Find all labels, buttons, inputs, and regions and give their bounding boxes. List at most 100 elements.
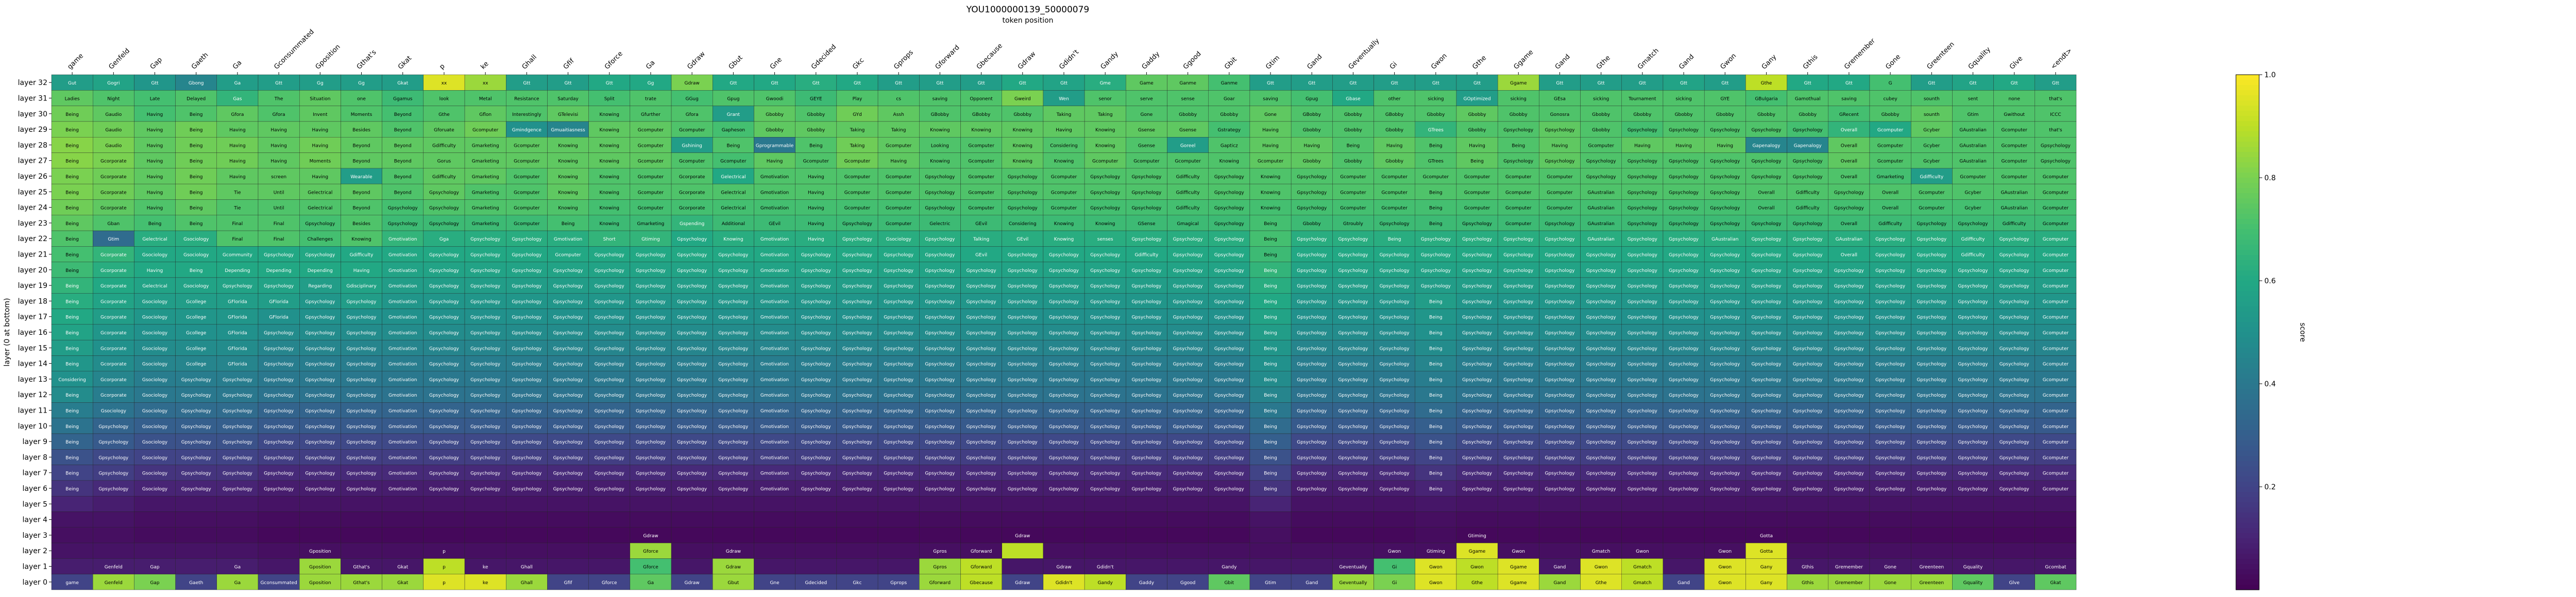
cell-label: Gpsychology — [429, 424, 460, 430]
heatmap-cell — [1167, 106, 1209, 122]
cell-label: Gpsychology — [1297, 378, 1327, 383]
cell-label: Knowing — [723, 237, 743, 242]
cell-label: Gmotivation — [760, 175, 789, 180]
cell-label: Gapheson — [722, 128, 745, 133]
cell-label: Gpsychology — [264, 362, 294, 367]
cell-label: Gmotivation — [388, 393, 417, 398]
cell-label: Gpsychology — [1462, 455, 1493, 460]
cell-label: Having — [353, 268, 370, 274]
cell-label: GBobby — [931, 112, 950, 117]
cell-label: Gpsychology — [470, 487, 501, 492]
cell-label: Taking — [1056, 112, 1072, 117]
cell-label: Gpsychology — [1958, 299, 1989, 304]
cell-label: Gpsychology — [1090, 331, 1121, 336]
heatmap-cell — [216, 121, 259, 138]
cell-label: Gpsychology — [553, 440, 584, 445]
heatmap-cell — [1952, 106, 1994, 122]
heatmap-cell — [1126, 215, 1167, 231]
cell-label: Gpsychology — [1545, 221, 1575, 227]
cell-label: Gpsychology — [512, 393, 542, 398]
cell-label: Gcollege — [186, 299, 207, 304]
heatmap-cell — [630, 106, 672, 122]
y-tick-label: layer 18 — [18, 297, 47, 305]
x-tick-label: Gaddy — [1141, 50, 1162, 71]
cell-label: screen — [271, 175, 286, 180]
heatmap-cell — [1043, 215, 1085, 231]
cell-label: Gpsychology — [1793, 128, 1823, 133]
cell-label: Gpsychology — [967, 268, 997, 274]
cell-label: Gpsychology — [1297, 440, 1327, 445]
cell-label: Gcyber — [1923, 128, 1940, 133]
heatmap-cell — [713, 74, 754, 91]
cell-label: Gthat's — [353, 581, 370, 586]
cell-label: Gpsychology — [1586, 252, 1617, 258]
heatmap-cell — [1580, 527, 1622, 543]
cell-label: Being — [65, 393, 79, 398]
cell-label: Being — [1264, 252, 1277, 258]
y-tick-label: layer 23 — [18, 219, 47, 228]
heatmap-cell — [588, 558, 631, 574]
cell-label: Having — [890, 159, 907, 164]
cell-label: Gpsychology — [1834, 487, 1865, 492]
heatmap-cell — [1787, 90, 1828, 106]
cell-label: Gpsychology — [1752, 487, 1782, 492]
cell-label: Gpsychology — [967, 362, 997, 367]
heatmap-cell — [1415, 106, 1457, 122]
heatmap-cell — [919, 90, 961, 106]
cell-label: Gmotivation — [388, 315, 417, 320]
cell-label: Gpsychology — [967, 299, 997, 304]
cell-label: Gpsychology — [636, 299, 666, 304]
heatmap-cell — [258, 137, 300, 153]
cell-label: Gcomputer — [679, 159, 705, 164]
cell-label: Gcomputer — [2043, 237, 2069, 242]
heatmap-cell — [1787, 542, 1828, 559]
cell-label: Ggood — [1180, 581, 1195, 586]
cell-label: Gpsychology — [636, 487, 666, 492]
heatmap-cell — [754, 183, 795, 200]
cell-label: Ga — [234, 581, 241, 586]
cell-label: Gcomputer — [844, 159, 871, 164]
cell-label: Gpsychology — [388, 221, 418, 227]
cell-label: Gpsychology — [1503, 159, 1534, 164]
heatmap-cell — [93, 230, 134, 247]
cell-label: Gbobby — [1799, 112, 1817, 117]
cell-label: Gpsychology — [1545, 159, 1575, 164]
cell-label: Being — [1429, 455, 1443, 460]
cell-label: Gpsychology — [925, 206, 955, 211]
cell-label: Gpsychology — [718, 393, 749, 398]
cell-label: Final — [274, 221, 284, 227]
heatmap-cell — [754, 90, 795, 106]
heatmap-cell — [1208, 496, 1250, 512]
cell-label: Gpsychology — [636, 346, 666, 351]
heatmap-cell — [299, 199, 341, 215]
cell-label: Gcomputer — [2043, 471, 2069, 476]
x-tick-label: Gi — [1388, 61, 1399, 71]
cell-label: Gpsychology — [470, 362, 501, 367]
cell-label: Knowing — [971, 128, 991, 133]
colorbar-segment — [2236, 178, 2259, 183]
heatmap-cell — [1126, 152, 1167, 169]
cell-label: Gpsychology — [1917, 409, 1947, 414]
cell-label: GEvil — [975, 252, 987, 258]
cell-label: Gtt — [2052, 81, 2060, 86]
heatmap-cell — [960, 496, 1002, 512]
cell-label: Gpsychology — [1214, 362, 1245, 367]
cell-label: Gpsychology — [884, 299, 914, 304]
colorbar-segment — [2236, 281, 2259, 286]
cell-label: Gcollege — [186, 346, 207, 351]
heatmap-cell — [547, 558, 589, 574]
cell-label: Gpsychology — [1875, 299, 1906, 304]
cell-label: Having — [229, 143, 246, 148]
heatmap-cell — [1084, 121, 1126, 138]
heatmap-cell — [1291, 542, 1333, 559]
cell-label: Gpsychology — [470, 440, 501, 445]
cell-label: Being — [65, 128, 79, 133]
cell-label: Gmotivation — [388, 487, 417, 492]
heatmap-cell — [919, 215, 961, 231]
cell-label: sicking — [1428, 96, 1444, 101]
cell-label: Gpsychology — [264, 393, 294, 398]
cell-label: Gpsychology — [470, 331, 501, 336]
cell-label: Gpsychology — [98, 455, 129, 460]
heatmap-cell — [1374, 496, 1415, 512]
cell-label: Gpsychology — [1090, 487, 1121, 492]
